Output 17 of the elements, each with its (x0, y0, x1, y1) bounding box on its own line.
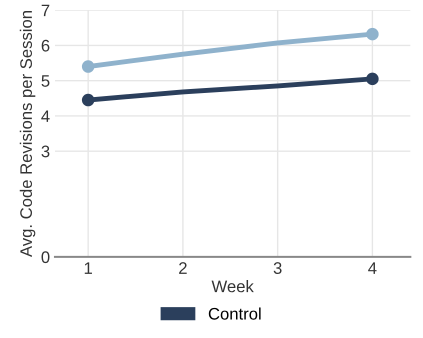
legend-label: Control (208, 307, 261, 320)
point (82, 60, 94, 73)
point (82, 94, 94, 106)
point (366, 28, 379, 40)
x-tick-label: 1 (84, 262, 92, 274)
y-tick-label: 0 (42, 251, 50, 264)
y-tick-label: 3 (41, 146, 50, 158)
y-tick-label: 7 (42, 4, 50, 16)
y-axis-title: Avg. Code Revisions per Session (20, 11, 36, 257)
y-tick-label: 4 (41, 110, 50, 122)
x-axis-title: Week (212, 280, 254, 292)
point (366, 72, 379, 86)
x-tick-label: 3 (274, 262, 282, 274)
x-tick-label: 4 (368, 262, 377, 274)
y-tick-label: 6 (42, 40, 50, 52)
y-tick-label: 5 (42, 75, 50, 87)
x-tick-label: 2 (179, 262, 187, 274)
